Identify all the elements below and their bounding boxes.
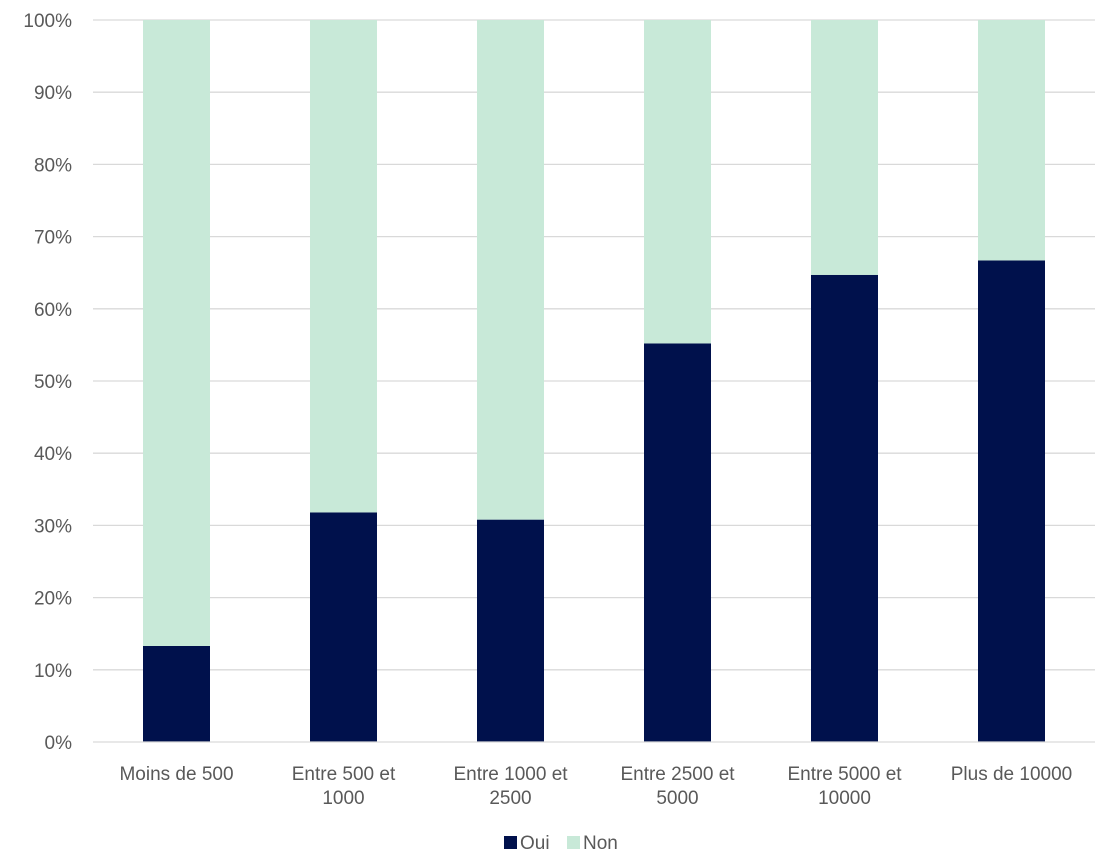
y-tick-label: 10% <box>34 661 72 682</box>
legend-swatch-non <box>567 836 580 849</box>
x-tick-label: Entre 1000 et 2500 <box>453 764 568 809</box>
y-tick-label: 0% <box>45 733 73 754</box>
y-axis-ticks: 0% 10% 20% 30% 40% 50% 60% 70% 80% 90% 100% <box>23 11 72 754</box>
gridlines <box>93 19 1095 671</box>
x-tick-label: Entre 2500 et 5000 <box>620 764 735 809</box>
y-tick-label: 70% <box>34 228 72 249</box>
bar-non <box>310 20 377 513</box>
y-tick-label: 40% <box>34 444 72 465</box>
y-tick-label: 30% <box>34 516 72 537</box>
bar-oui <box>143 645 210 742</box>
legend-swatch-oui <box>504 836 517 849</box>
y-tick-label: 90% <box>34 83 72 104</box>
bar-oui <box>978 260 1045 742</box>
bars <box>143 20 1045 742</box>
bar-non <box>644 20 711 344</box>
y-tick-label: 20% <box>34 589 72 610</box>
x-tick-label: Moins de 500 <box>119 764 233 785</box>
y-tick-label: 80% <box>34 155 72 176</box>
y-tick-label: 100% <box>23 11 72 32</box>
bar-oui <box>811 274 878 742</box>
legend-label-oui: Oui <box>520 833 550 854</box>
x-tick-label: Entre 5000 et 10000 <box>787 764 902 809</box>
y-tick-label: 60% <box>34 300 72 321</box>
x-tick-label: Plus de 10000 <box>951 764 1073 785</box>
y-tick-label: 50% <box>34 372 72 393</box>
bar-non <box>978 20 1045 261</box>
bar-non <box>811 20 878 275</box>
legend-label-non: Non <box>583 833 618 854</box>
legend: Oui Non <box>504 833 618 854</box>
bar-oui <box>310 512 377 742</box>
x-tick-label: Entre 500 et 1000 <box>292 764 396 809</box>
x-axis-labels: Moins de 500 Entre 500 et 1000 Entre 1000 e… <box>119 764 1072 809</box>
bar-oui <box>477 519 544 742</box>
bar-non <box>143 20 210 646</box>
bar-non <box>477 20 544 520</box>
bar-oui <box>644 343 711 742</box>
